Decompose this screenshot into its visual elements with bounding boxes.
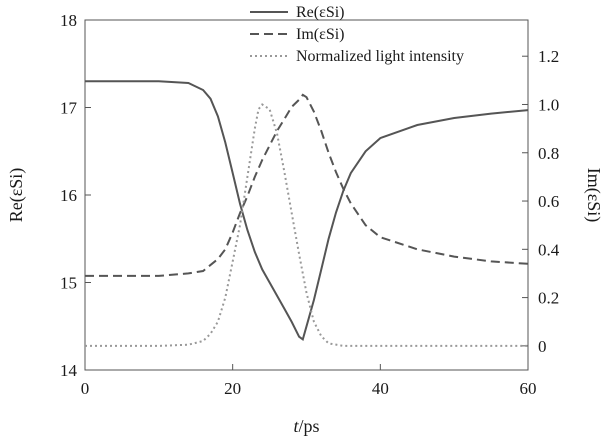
series-line-1 <box>85 80 529 342</box>
legend-label-1: Re(εSi) <box>296 4 345 21</box>
legend: Re(εSi) Im(εSi) Normalized light intensity <box>250 4 464 65</box>
y-left-tick-label: 14 <box>60 361 78 380</box>
y-left-tick-label: 15 <box>60 274 77 293</box>
y-right-tick-label: 1.2 <box>538 47 559 66</box>
x-axis-title: t/ps <box>293 416 319 436</box>
y-right-tick-label: 0.4 <box>538 240 560 259</box>
x-tick-label: 0 <box>81 379 90 398</box>
axes: 0 20 40 60 14 15 16 17 18 0 0.2 0.4 0.6 0.8 1.0 1.2 <box>60 11 560 398</box>
plot-frame <box>84 19 529 371</box>
y-right-tick-label: 0.2 <box>538 289 559 308</box>
y-left-tick-label: 18 <box>60 11 77 30</box>
legend-label-3: Normalized light intensity <box>296 48 464 65</box>
y-right-tick-label: 0.6 <box>538 192 559 211</box>
legend-label-2: Im(εSi) <box>296 26 345 43</box>
series-line-2 <box>85 93 529 277</box>
y-left-axis-title: Re(εSi) <box>6 168 27 223</box>
series-layer <box>85 80 529 347</box>
y-right-tick-label: 1.0 <box>538 95 559 114</box>
axis-labels: t/ps Re(εSi) Im(εSi) <box>6 168 604 436</box>
y-right-axis-title: Im(εSi) <box>583 168 604 223</box>
y-left-tick-label: 17 <box>60 99 78 118</box>
y-left-tick-label: 16 <box>60 186 77 205</box>
y-right-tick-label: 0.8 <box>538 144 559 163</box>
series-line-3 <box>85 103 528 347</box>
y-right-tick-label: 0 <box>538 337 547 356</box>
x-tick-label: 40 <box>372 379 389 398</box>
x-tick-label: 20 <box>224 379 241 398</box>
x-tick-label: 60 <box>520 379 537 398</box>
